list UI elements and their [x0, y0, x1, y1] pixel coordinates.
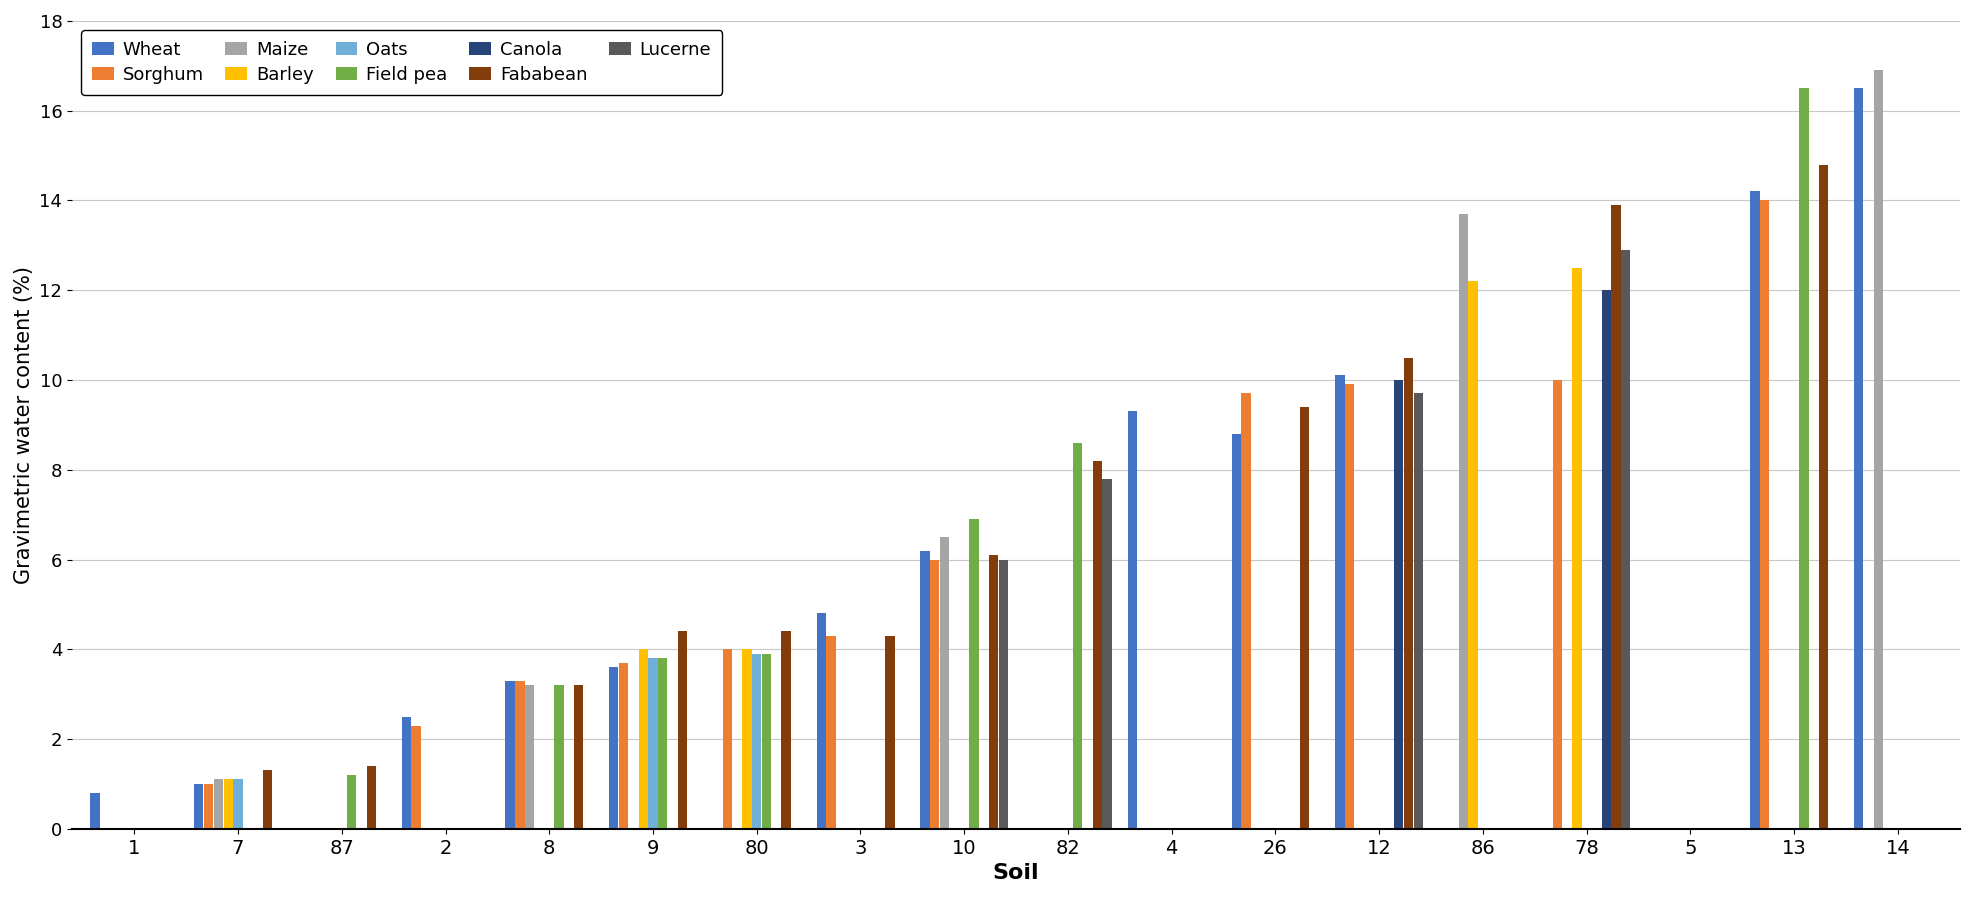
Bar — [367, 766, 375, 829]
Bar — [1241, 394, 1251, 829]
Bar — [233, 779, 243, 829]
Bar — [1760, 200, 1768, 829]
Bar — [827, 636, 835, 829]
Bar — [929, 560, 939, 829]
Bar — [347, 775, 355, 829]
Bar — [1872, 70, 1882, 829]
Bar — [1344, 385, 1353, 829]
Bar — [1393, 380, 1403, 829]
Bar — [722, 649, 732, 829]
Bar — [969, 519, 979, 829]
X-axis label: Soil: Soil — [992, 863, 1040, 884]
Bar — [91, 793, 101, 829]
Bar — [401, 717, 410, 829]
Bar — [988, 555, 998, 829]
Bar — [1073, 443, 1081, 829]
Bar — [1468, 282, 1478, 829]
Bar — [574, 685, 582, 829]
Bar — [554, 685, 564, 829]
Bar — [1600, 291, 1610, 829]
Bar — [762, 654, 771, 829]
Bar — [193, 784, 203, 829]
Bar — [1300, 407, 1308, 829]
Bar — [657, 658, 667, 829]
Bar — [1797, 88, 1807, 829]
Y-axis label: Gravimetric water content (%): Gravimetric water content (%) — [14, 266, 34, 584]
Legend: Wheat, Sorghum, Maize, Barley, Oats, Field pea, Canola, Fababean, Lucerne: Wheat, Sorghum, Maize, Barley, Oats, Fie… — [81, 30, 722, 95]
Bar — [1403, 358, 1413, 829]
Bar — [1620, 249, 1630, 829]
Bar — [1334, 376, 1344, 829]
Bar — [817, 614, 825, 829]
Bar — [1413, 394, 1423, 829]
Bar — [742, 649, 752, 829]
Bar — [262, 771, 272, 829]
Bar — [1231, 434, 1241, 829]
Bar — [1127, 412, 1136, 829]
Bar — [610, 667, 618, 829]
Bar — [1458, 213, 1468, 829]
Bar — [677, 631, 687, 829]
Bar — [505, 681, 515, 829]
Bar — [781, 631, 791, 829]
Bar — [1750, 191, 1758, 829]
Bar — [410, 726, 420, 829]
Bar — [752, 654, 762, 829]
Bar — [1610, 205, 1620, 829]
Bar — [939, 537, 949, 829]
Bar — [1103, 479, 1111, 829]
Bar — [203, 784, 213, 829]
Bar — [637, 649, 647, 829]
Bar — [884, 636, 894, 829]
Bar — [1553, 380, 1561, 829]
Bar — [1817, 164, 1827, 829]
Bar — [1571, 268, 1580, 829]
Bar — [213, 779, 223, 829]
Bar — [515, 681, 525, 829]
Bar — [620, 663, 627, 829]
Bar — [647, 658, 657, 829]
Bar — [998, 560, 1008, 829]
Bar — [1093, 461, 1101, 829]
Bar — [919, 551, 929, 829]
Bar — [223, 779, 233, 829]
Bar — [1853, 88, 1863, 829]
Bar — [525, 685, 535, 829]
